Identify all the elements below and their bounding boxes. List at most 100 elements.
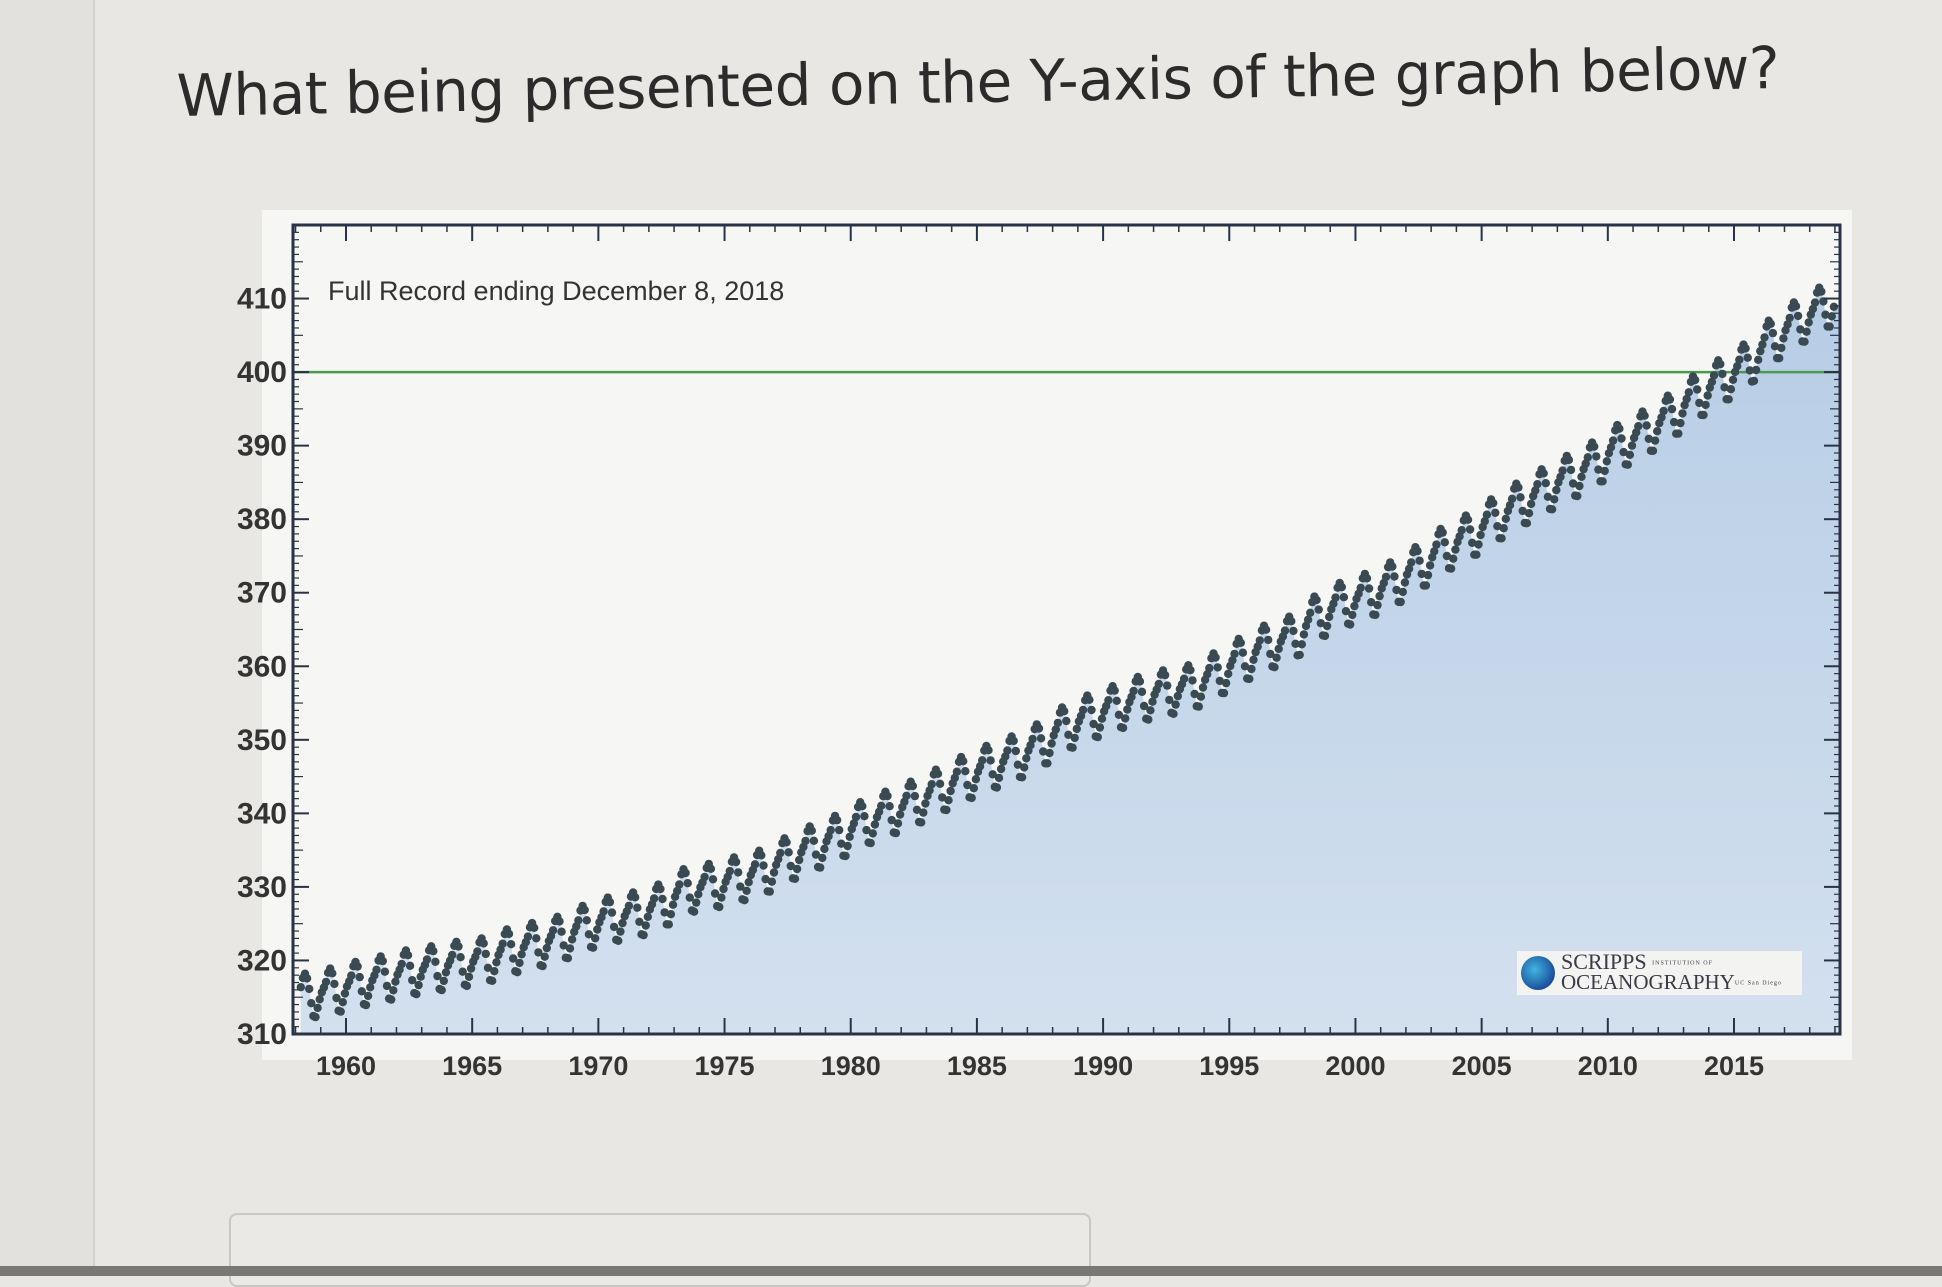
data-point <box>1362 574 1372 583</box>
data-point <box>1581 459 1590 468</box>
data-point <box>725 866 734 876</box>
data-point <box>750 860 760 869</box>
data-point <box>1135 677 1145 686</box>
data-point <box>1146 706 1155 715</box>
data-point <box>944 796 953 805</box>
data-point <box>624 901 634 910</box>
data-point <box>1320 631 1330 641</box>
data-point <box>1684 388 1694 397</box>
data-point <box>1482 510 1492 519</box>
data-point <box>1577 472 1586 481</box>
data-point <box>1745 366 1755 375</box>
data-point <box>437 985 446 995</box>
data-point <box>361 1000 371 1010</box>
x-tick-label: 1970 <box>568 1051 628 1081</box>
data-point <box>1186 665 1195 675</box>
data-point <box>1089 719 1098 729</box>
data-point <box>1053 718 1063 728</box>
data-point <box>1266 649 1275 659</box>
data-point <box>593 925 602 934</box>
data-point <box>441 968 451 977</box>
data-point <box>942 805 951 815</box>
data-point <box>1003 746 1012 755</box>
data-point <box>1047 739 1056 748</box>
data-point <box>1766 319 1776 328</box>
data-point <box>1407 558 1416 567</box>
data-point <box>967 793 976 803</box>
data-point <box>372 965 381 974</box>
data-point <box>1196 692 1206 701</box>
data-point <box>1205 663 1214 673</box>
data-point <box>811 850 821 859</box>
data-point <box>458 967 467 976</box>
data-point <box>1280 626 1290 635</box>
data-point <box>801 836 810 846</box>
data-point <box>540 952 549 961</box>
data-point <box>1522 519 1532 528</box>
data-point <box>557 927 566 936</box>
data-point <box>860 812 869 821</box>
data-point <box>952 767 962 776</box>
y-tick-label: 410 <box>237 283 287 316</box>
data-point <box>1070 733 1079 743</box>
data-point <box>1179 674 1189 683</box>
data-point <box>700 872 709 882</box>
data-point <box>412 990 421 999</box>
data-point <box>841 851 850 861</box>
data-point <box>1295 650 1304 660</box>
data-point <box>338 998 347 1007</box>
data-point <box>1650 436 1660 445</box>
data-point <box>1274 644 1283 654</box>
data-point <box>837 839 846 848</box>
data-point <box>1381 572 1391 582</box>
data-point <box>1472 550 1481 559</box>
data-point <box>1600 466 1609 476</box>
data-point <box>1118 723 1128 733</box>
data-point <box>534 948 543 957</box>
data-point <box>1371 610 1380 620</box>
data-point <box>1112 696 1122 705</box>
data-point <box>1457 526 1466 535</box>
data-point <box>1247 664 1256 674</box>
data-point <box>403 951 413 960</box>
data-point <box>994 773 1004 783</box>
data-point <box>643 912 652 921</box>
data-point <box>1019 763 1029 772</box>
data-point <box>1625 450 1635 459</box>
data-point <box>580 905 589 915</box>
data-point <box>1017 773 1027 782</box>
data-point <box>1440 538 1450 547</box>
data-point <box>1249 655 1258 664</box>
data-point <box>315 995 324 1004</box>
data-point <box>656 884 665 894</box>
data-point <box>1770 342 1780 351</box>
data-point <box>1667 404 1677 414</box>
data-point <box>1657 413 1666 422</box>
data-point <box>1793 311 1803 321</box>
data-point <box>1238 648 1248 657</box>
data-point <box>408 976 417 985</box>
data-point <box>1674 429 1683 438</box>
logo-line2: OCEANOGRAPHY <box>1561 970 1735 995</box>
data-point <box>1114 710 1124 719</box>
data-point <box>1350 601 1359 611</box>
data-point <box>1322 621 1332 631</box>
data-point <box>927 780 936 789</box>
data-point <box>548 926 558 935</box>
y-tick-label: 350 <box>237 724 287 757</box>
data-point <box>1068 743 1077 752</box>
data-point <box>488 976 497 985</box>
data-point <box>1404 564 1414 573</box>
data-point <box>366 983 375 992</box>
data-point <box>1808 304 1818 314</box>
data-point <box>616 927 625 936</box>
data-point <box>302 974 312 983</box>
data-point <box>1642 421 1651 430</box>
logo-line1: SCRIPPS <box>1561 948 1647 974</box>
x-tick-label: 2010 <box>1578 1051 1638 1081</box>
data-point <box>1665 395 1675 404</box>
data-point <box>1644 434 1654 443</box>
x-tick-label: 1990 <box>1073 1051 1133 1081</box>
data-point <box>1261 625 1271 634</box>
